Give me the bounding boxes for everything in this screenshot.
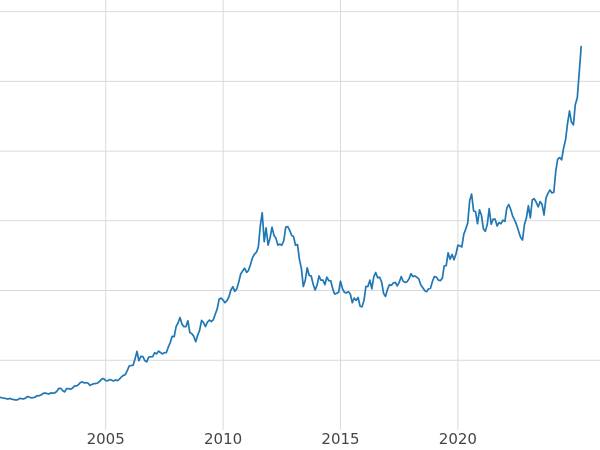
x-tick-label: 2010 [204,430,242,448]
x-tick-label: 2020 [439,430,477,448]
x-tick-label: 2015 [321,430,359,448]
x-tick-label: 2005 [87,430,125,448]
price-series-line [0,45,583,401]
